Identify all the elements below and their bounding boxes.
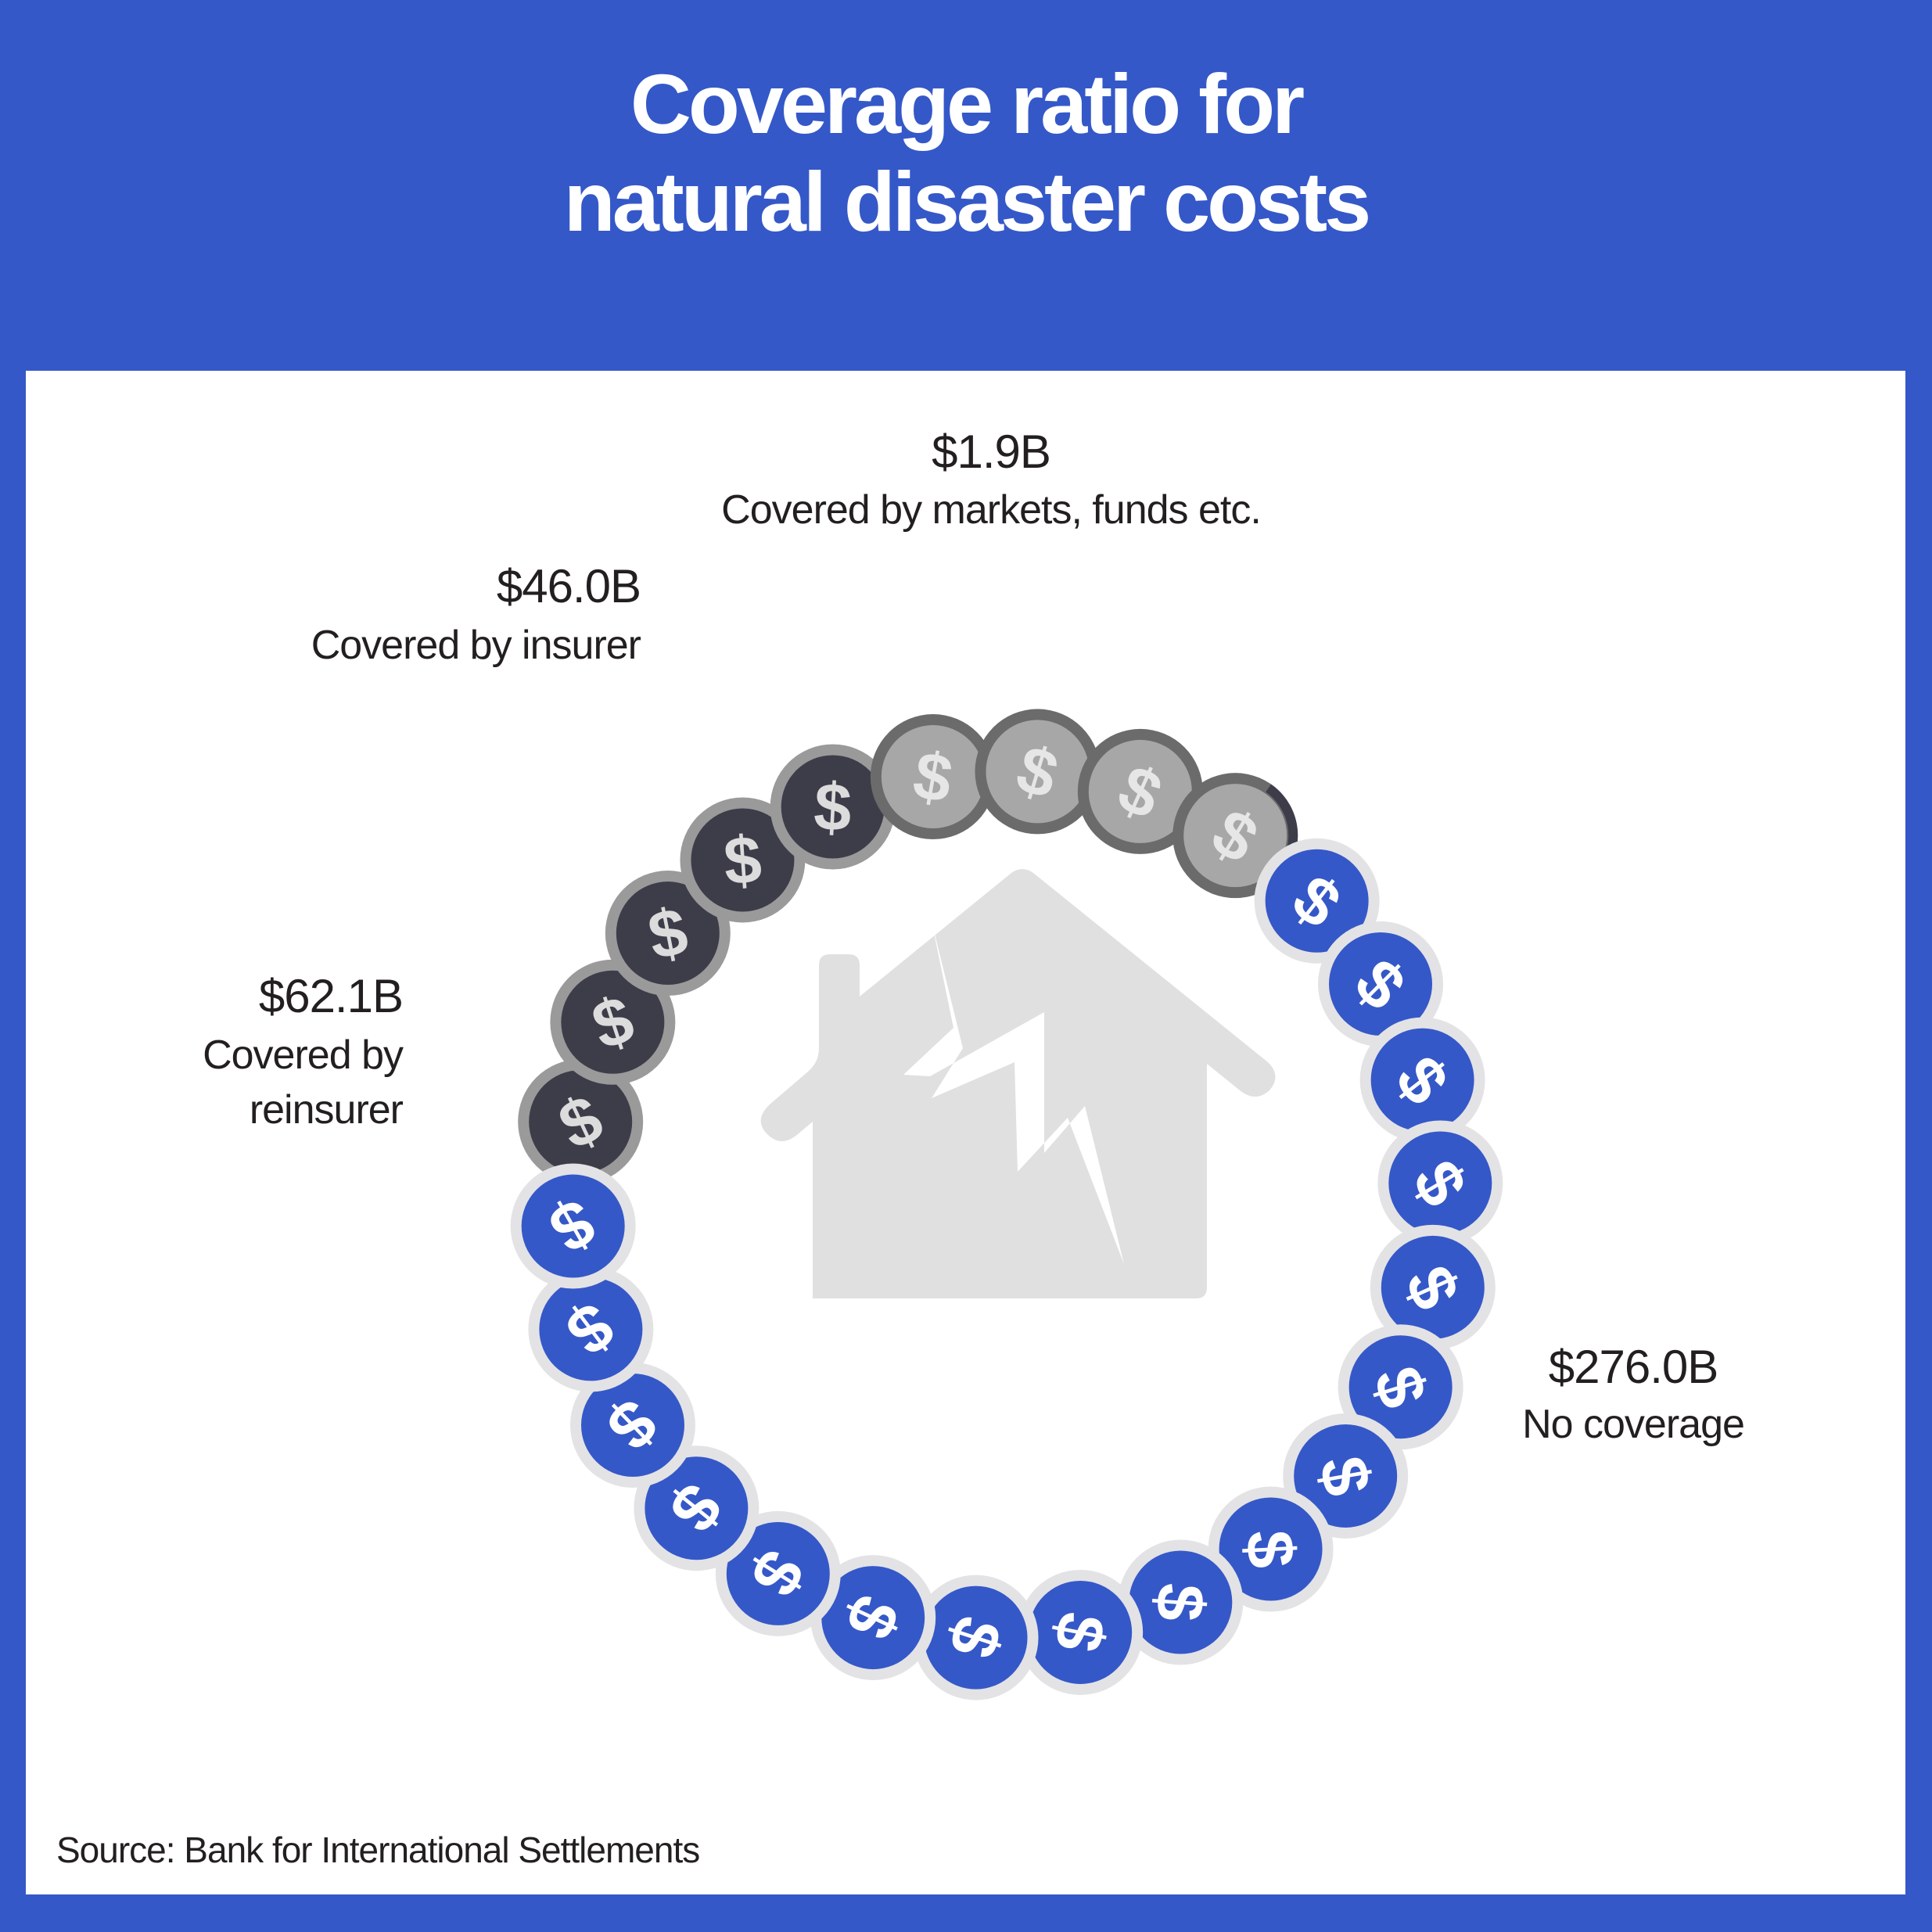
coin-face [1029, 1580, 1133, 1684]
source-note: Source: Bank for International Settlemen… [56, 1830, 700, 1870]
dollar-coin-icon: $ [1283, 1413, 1409, 1539]
label-reinsurer: $62.1B Covered by reinsurer [203, 970, 404, 1133]
dollar-coin-icon: $ [770, 744, 896, 870]
chart-panel: $ $ $ $ $ $ $ $ $ $ $ $ $ $ $ $ $ $ $ $ $ $ $ $ $ $ $1.9B Covered… [26, 371, 1905, 1894]
coin-face [580, 1374, 684, 1478]
dollar-coin-icon: $ [680, 797, 806, 923]
dollar-coin-icon: $ [1018, 1569, 1144, 1695]
coin-face [1388, 1131, 1492, 1235]
coin-face [986, 720, 1090, 824]
label-markets-value: $1.9B [932, 426, 1050, 478]
dollar-coin-icon: $ [518, 1059, 644, 1185]
dollar-coin-icon: $ [528, 1266, 654, 1392]
dollar-coin-icon: $ [550, 959, 676, 1085]
coin-face [1129, 1550, 1233, 1654]
coin-face [881, 725, 985, 829]
dollar-coin-icon: $ [1208, 1486, 1334, 1612]
label-reinsurer-text-line1: Covered by [203, 1032, 404, 1078]
coin-face [1329, 932, 1433, 1036]
dollar-sign: $ [721, 822, 763, 900]
label-reinsurer-value: $62.1B [259, 970, 403, 1022]
coin-face [1265, 849, 1369, 953]
title-line-1: Coverage ratio for [630, 56, 1305, 151]
label-reinsurer-text-line2: reinsurer [250, 1087, 404, 1133]
label-insurer: $46.0B Covered by insurer [311, 560, 642, 668]
coin-face [1088, 739, 1192, 843]
dollar-coin-icon: $ [1118, 1539, 1244, 1665]
coin-face [821, 1566, 925, 1670]
coin-face [726, 1521, 830, 1625]
label-insurer-value: $46.0B [497, 560, 641, 612]
damaged-house-icon [760, 869, 1276, 1298]
label-no-coverage: $276.0B No coverage [1522, 1341, 1745, 1447]
coin-face [1370, 1028, 1474, 1132]
dollar-coin-icon: $ [1377, 1120, 1503, 1246]
dollar-sign: $ [812, 769, 853, 846]
label-no-coverage-text: No coverage [1522, 1402, 1744, 1447]
coin-ring-chart: $$$$$ $ $ $$$$$$$$$$$$$$$$$$$ $1.9B Covered… [203, 426, 1745, 1700]
coin-face [529, 1070, 633, 1174]
coin-face [1219, 1497, 1323, 1601]
dollar-coin-icon: $ [870, 714, 996, 840]
dollar-coin-icon: $ [1077, 728, 1203, 854]
dollar-sign: $ [1231, 1528, 1308, 1570]
dollar-coin-icon: $ [1318, 921, 1444, 1047]
dollar-coin-icon: $ [810, 1555, 936, 1681]
coin-face [645, 1456, 749, 1560]
label-markets: $1.9B Covered by markets, funds etc. [721, 426, 1262, 533]
dollar-coin-icon: $ [569, 1363, 695, 1489]
coin-face [1348, 1335, 1453, 1439]
coin-face [616, 882, 720, 986]
coin-face [924, 1585, 1028, 1690]
dollar-coin-icon: $ [510, 1163, 636, 1289]
dollar-coin-icon: $ [1359, 1017, 1485, 1143]
coin-ring: $$$$$ $ $ $$$$$$$$$$$$$$$$$$$ [510, 709, 1503, 1700]
dollar-coin-icon: $ [913, 1575, 1039, 1700]
dollar-sign: $ [1141, 1581, 1219, 1623]
coin-face [781, 755, 885, 859]
dollar-coin-icon: $ [975, 709, 1101, 835]
coin-face [691, 808, 795, 912]
coin-face [561, 970, 665, 1074]
coin-face [1381, 1235, 1485, 1339]
coin-face [1294, 1424, 1398, 1528]
dollar-coin-icon: $ [1370, 1224, 1496, 1350]
label-no-coverage-value: $276.0B [1549, 1341, 1718, 1393]
chart-title: Coverage ratio for natural disaster cost… [0, 55, 1932, 250]
title-line-2: natural disaster costs [563, 154, 1371, 249]
label-markets-text: Covered by markets, funds etc. [721, 487, 1261, 533]
coin-face [521, 1174, 625, 1278]
label-insurer-text: Covered by insurer [311, 623, 641, 668]
coin-face [1183, 784, 1287, 888]
coin-face [539, 1277, 643, 1381]
